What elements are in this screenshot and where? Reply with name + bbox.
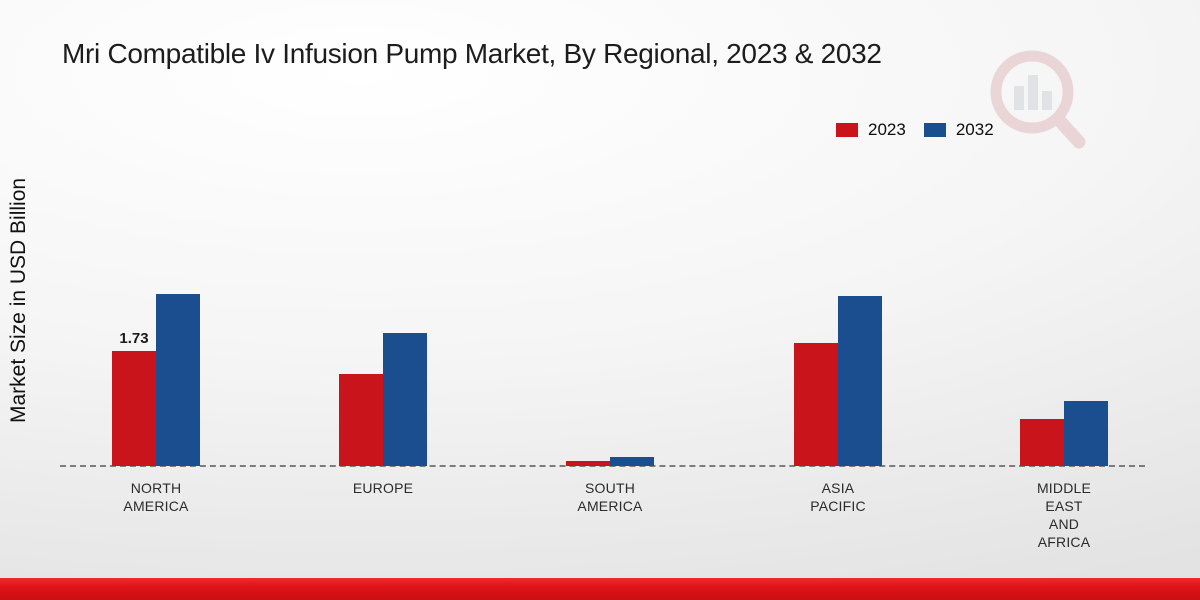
bar-2032-4 (1064, 401, 1108, 466)
bar-2032-3 (838, 296, 882, 466)
bar-2032-0 (156, 294, 200, 466)
legend-item-2032: 2032 (923, 120, 994, 140)
legend-label-2023: 2023 (868, 120, 906, 139)
legend-swatch-2032 (923, 123, 946, 137)
bar-2023-2 (566, 461, 610, 466)
bar-2023-1 (339, 374, 383, 466)
value-label-2023-0: 1.73 (119, 330, 149, 347)
bar-2023-0 (112, 351, 156, 466)
legend: 2023 2032 (836, 120, 994, 140)
bar-2023-3 (794, 343, 838, 466)
bar-2032-2 (610, 457, 654, 466)
footer-bar (0, 578, 1200, 600)
bar-2032-1 (383, 333, 427, 466)
x-axis-baseline (60, 465, 1145, 467)
x-tick-label-2: SOUTH AMERICA (577, 480, 643, 514)
x-tick-label-3: ASIA PACIFIC (810, 480, 866, 514)
legend-label-2032: 2032 (955, 120, 994, 139)
x-tick-label-1: EUROPE (352, 480, 414, 496)
bar-2023-4 (1020, 419, 1064, 466)
x-tick-label-4: MIDDLE EAST AND AFRICA (1036, 480, 1092, 550)
legend-swatch-2023 (836, 123, 858, 137)
legend-item-2023: 2023 (836, 120, 906, 140)
chart-title: Mri Compatible Iv Infusion Pump Market, … (62, 38, 882, 69)
mrfr-watermark-icon (990, 50, 1086, 149)
x-tick-label-0: NORTH AMERICA (123, 480, 189, 514)
